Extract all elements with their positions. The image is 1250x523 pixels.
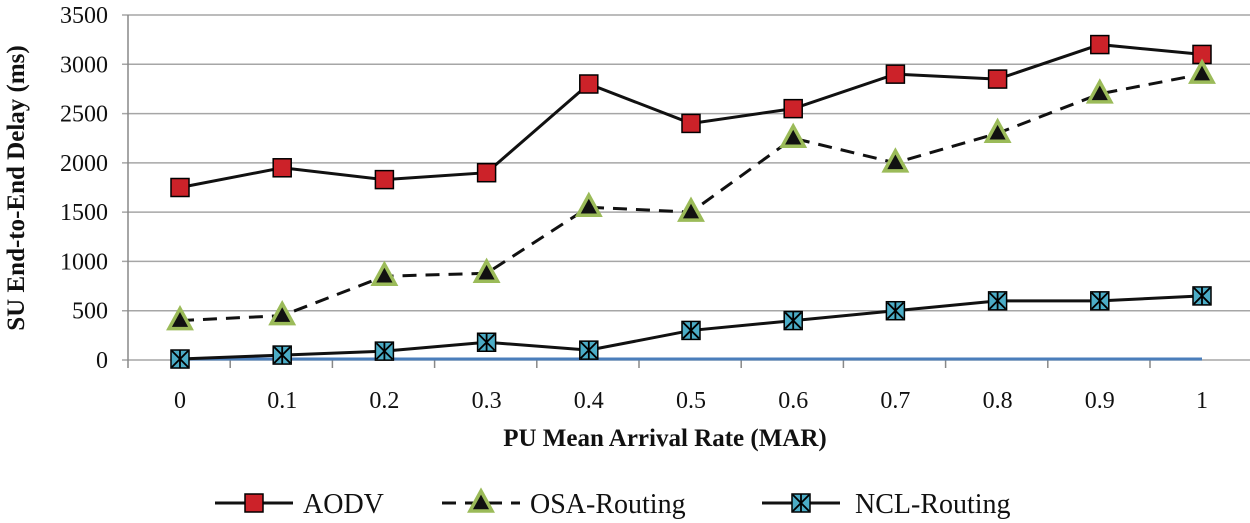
- legend-sample-osa-routing: [442, 487, 520, 513]
- data-point-osa-routing: [779, 122, 808, 148]
- data-point-osa-routing: [370, 260, 399, 286]
- data-point-osa-routing: [677, 196, 705, 222]
- x-tick-label: 0: [174, 388, 186, 414]
- legend-marker: [244, 493, 264, 513]
- y-axis-title: SU End-to-End Delay (ms): [3, 45, 30, 330]
- data-point-ncl-routing: [272, 345, 292, 365]
- data-point-osa-routing: [983, 117, 1012, 144]
- x-tick-label: 0.7: [880, 388, 910, 414]
- x-axis-title: PU Mean Arrival Rate (MAR): [503, 425, 827, 452]
- data-point-aodv: [681, 113, 701, 134]
- data-point-ncl-routing: [170, 349, 190, 369]
- data-point-osa-routing: [1188, 58, 1216, 84]
- data-point-osa-routing: [1085, 78, 1114, 104]
- data-point-aodv: [579, 74, 599, 94]
- gridlines: [122, 14, 1250, 361]
- y-tick-label: 0: [96, 348, 108, 374]
- data-point-ncl-routing: [1192, 286, 1212, 306]
- x-tick-label: 0.4: [574, 388, 604, 414]
- data-point-ncl-routing: [783, 310, 803, 331]
- legend-label-aodv: AODV: [303, 489, 384, 520]
- x-tick-label: 0.5: [676, 388, 706, 414]
- x-tick-label: 0.1: [267, 388, 297, 414]
- x-tick-label: 1: [1196, 388, 1208, 414]
- legend-label-ncl-routing: NCL-Routing: [855, 489, 1011, 520]
- series-ncl-routing: [170, 286, 1212, 369]
- data-point-osa-routing: [472, 257, 501, 284]
- x-tick-label: 0.8: [983, 388, 1013, 414]
- data-point-ncl-routing: [885, 300, 906, 321]
- y-tick-label: 2500: [60, 102, 108, 128]
- y-tick-labels: 0 500 1000 1500 2000 2500 3000 3500: [60, 3, 108, 374]
- x-tick-label: 0.3: [472, 388, 502, 414]
- data-point-aodv: [476, 162, 497, 183]
- data-point-osa-routing: [166, 304, 194, 331]
- data-point-aodv: [170, 177, 190, 198]
- series-osa-routing: [166, 58, 1216, 331]
- y-tick-label: 2000: [60, 151, 108, 177]
- legend-label-osa-routing: OSA-Routing: [530, 489, 686, 520]
- series-layer: [166, 34, 1216, 369]
- y-tick-label: 1500: [60, 200, 108, 226]
- y-tick-label: 3500: [60, 3, 108, 29]
- legend-sample-aodv: [215, 493, 293, 513]
- x-tick-label: 0.6: [778, 388, 808, 414]
- data-point-ncl-routing: [681, 320, 701, 341]
- y-tick-label: 3000: [60, 52, 108, 78]
- x-tick-label: 0.9: [1085, 388, 1115, 414]
- legend-item-osa-routing: OSA-Routing: [442, 487, 686, 520]
- data-point-osa-routing: [574, 191, 603, 217]
- x-tick-label: 0.2: [369, 388, 399, 414]
- data-point-osa-routing: [881, 147, 910, 173]
- data-point-aodv: [1090, 34, 1110, 55]
- legend-marker: [791, 493, 811, 513]
- legend: AODV OSA-Routing NCL-Routing: [215, 487, 1011, 520]
- series-aodv: [170, 34, 1212, 198]
- data-point-ncl-routing: [1090, 291, 1110, 311]
- data-point-ncl-routing: [987, 291, 1008, 311]
- x-tick-labels: 0 0.1 0.2 0.3 0.4 0.5 0.6 0.7 0.8 0.9 1: [127, 360, 1208, 414]
- data-point-ncl-routing: [476, 332, 497, 353]
- legend-marker: [467, 487, 495, 513]
- legend-item-ncl-routing: NCL-Routing: [762, 489, 1011, 520]
- data-point-ncl-routing: [579, 340, 599, 360]
- legend-item-aodv: AODV: [215, 489, 384, 520]
- data-point-ncl-routing: [374, 341, 395, 361]
- data-point-aodv: [987, 69, 1008, 89]
- y-tick-label: 1000: [60, 249, 108, 275]
- data-point-aodv: [272, 158, 292, 178]
- legend-sample-ncl-routing: [762, 493, 840, 513]
- data-point-aodv: [885, 64, 906, 84]
- y-tick-label: 500: [72, 299, 108, 325]
- data-point-aodv: [374, 169, 395, 190]
- data-point-osa-routing: [268, 300, 297, 326]
- data-point-aodv: [783, 98, 803, 119]
